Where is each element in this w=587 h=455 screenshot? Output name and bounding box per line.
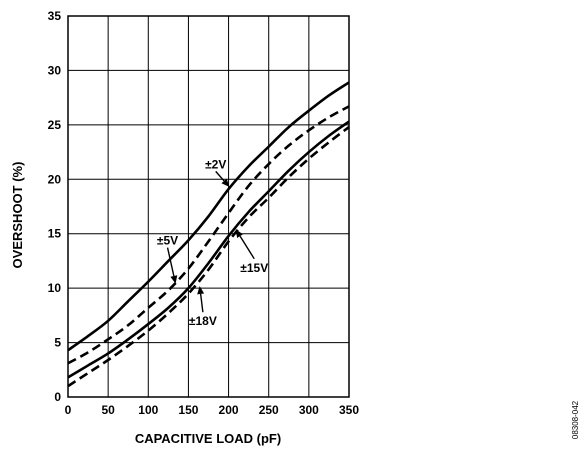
y-tick-label: 25 [48, 118, 62, 132]
y-tick-label: 5 [54, 336, 61, 350]
y-axis-title: OVERSHOOT (%) [10, 162, 25, 269]
y-tick-label: 35 [48, 9, 62, 23]
annotations: ±2V ±5V ±15V ±18V [157, 157, 268, 328]
x-tick-labels: 0 50 100 150 200 250 300 350 [65, 403, 360, 417]
annotation-arrowhead [221, 178, 230, 187]
y-tick-label: 30 [48, 63, 62, 77]
series-line [67, 120, 350, 379]
series-line [67, 125, 350, 388]
x-tick-label: 200 [219, 403, 239, 417]
y-tick-label: 20 [48, 172, 62, 186]
x-tick-label: 250 [259, 403, 279, 417]
annotation-arrowhead [197, 285, 205, 295]
series-label: ±2V [205, 157, 226, 171]
series-label: ±18V [189, 314, 217, 328]
x-tick-label: 300 [299, 403, 319, 417]
annotation-arrow [239, 235, 255, 260]
annotation-arrow [199, 293, 204, 313]
series-lines [67, 81, 350, 388]
plot-frame [67, 15, 350, 398]
x-tick-label: 50 [101, 403, 115, 417]
y-tick-label: 10 [48, 281, 62, 295]
x-tick-label: 0 [65, 403, 72, 417]
annotation-arrow [166, 247, 175, 277]
x-tick-label: 100 [138, 403, 158, 417]
annotation-arrowhead [235, 229, 244, 238]
y-tick-labels: 0 5 10 15 20 25 30 35 [48, 9, 62, 404]
grid [67, 15, 350, 398]
y-tick-label: 15 [48, 227, 62, 241]
x-axis-title: CAPACITIVE LOAD (pF) [135, 431, 281, 446]
annotation-arrowhead [170, 275, 178, 284]
series-line [67, 81, 350, 352]
series-label: ±5V [157, 234, 178, 248]
figure-code: 08308-042 [571, 400, 580, 439]
x-tick-label: 350 [339, 403, 359, 417]
series-label: ±15V [240, 261, 268, 275]
annotation-arrow [215, 170, 225, 182]
series-line [67, 105, 350, 365]
x-tick-label: 150 [178, 403, 198, 417]
y-tick-label: 0 [54, 390, 61, 404]
